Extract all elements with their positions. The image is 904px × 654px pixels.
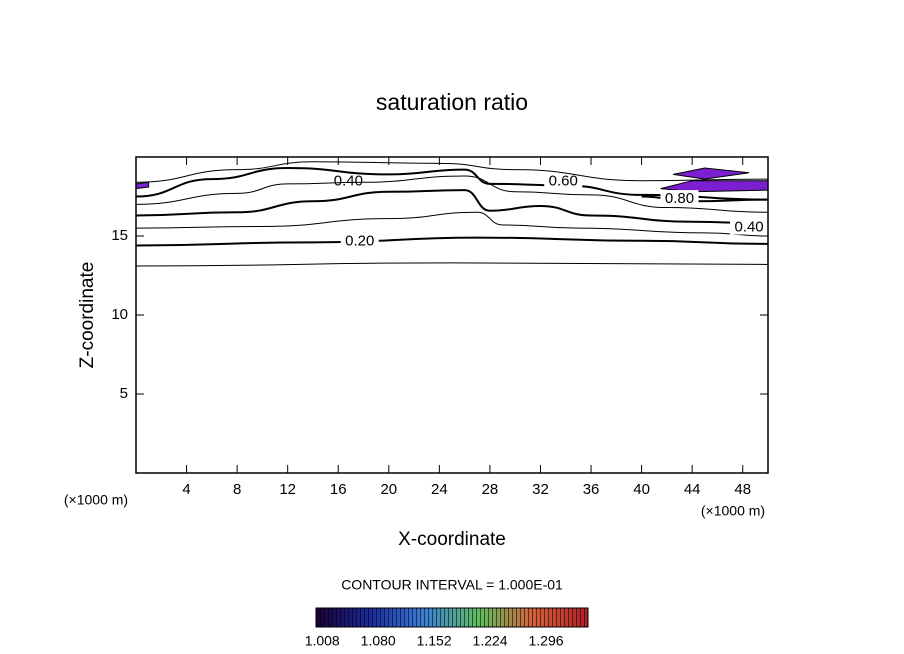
contour-label: 0.40 — [334, 173, 363, 190]
x-axis-label: X-coordinate — [398, 529, 506, 550]
x-unit-label: (×1000 m) — [64, 492, 128, 508]
colorbar-tick-label: 1.080 — [361, 633, 396, 649]
saturated-region — [673, 167, 750, 180]
plot-area: 0.20 0.40 0.40 0.60 0.80 — [136, 161, 768, 267]
x-unit-label: (×1000 m) — [701, 503, 765, 519]
y-axis-label: Z-coordinate — [77, 262, 98, 369]
contour-label: 0.60 — [549, 173, 578, 190]
contour-label: 0.20 — [345, 233, 374, 250]
colorbar-tick-label: 1.008 — [305, 633, 340, 649]
y-tick-label: 10 — [111, 306, 128, 323]
contour-interval: CONTOUR INTERVAL = 1.000E-01 — [341, 577, 563, 593]
x-tick-label: 8 — [233, 481, 241, 498]
y-tick-label: 5 — [120, 385, 128, 402]
y-tick-label: 15 — [111, 227, 128, 244]
colorbar-tick-label: 1.296 — [529, 633, 564, 649]
x-tick-label: 16 — [330, 481, 347, 498]
contour-line — [136, 236, 768, 247]
contour-label: 0.40 — [734, 218, 763, 235]
contour-line — [136, 167, 768, 201]
colorbar-frame — [315, 607, 589, 628]
x-tick-label: 48 — [734, 481, 751, 498]
colorbar-tick-label: 1.224 — [473, 633, 508, 649]
contour-line — [136, 189, 768, 225]
contour-label: 0.80 — [665, 190, 694, 207]
contour-label-bg — [730, 218, 768, 235]
contour-line — [136, 262, 768, 267]
x-tick-label: 20 — [380, 481, 397, 498]
contour-label-bg — [544, 172, 583, 189]
x-tick-label: 36 — [583, 481, 600, 498]
x-tick-label: 32 — [532, 481, 549, 498]
contour-line — [136, 161, 768, 183]
contour-line — [136, 175, 768, 213]
contour-label-bg — [340, 232, 379, 249]
colorbar-tick-label: 1.152 — [417, 633, 452, 649]
x-tick-label: 40 — [633, 481, 650, 498]
x-tick-label: 44 — [684, 481, 701, 498]
contour-label-bg — [329, 172, 368, 189]
chart-title: saturation ratio — [376, 89, 528, 115]
x-tick-label: 4 — [182, 481, 190, 498]
x-tick-label: 12 — [279, 481, 296, 498]
x-tick-label: 28 — [482, 481, 499, 498]
x-tick-label: 24 — [431, 481, 448, 498]
saturated-region — [136, 181, 150, 190]
contour-label-bg — [660, 190, 699, 207]
contour-line — [136, 211, 768, 237]
